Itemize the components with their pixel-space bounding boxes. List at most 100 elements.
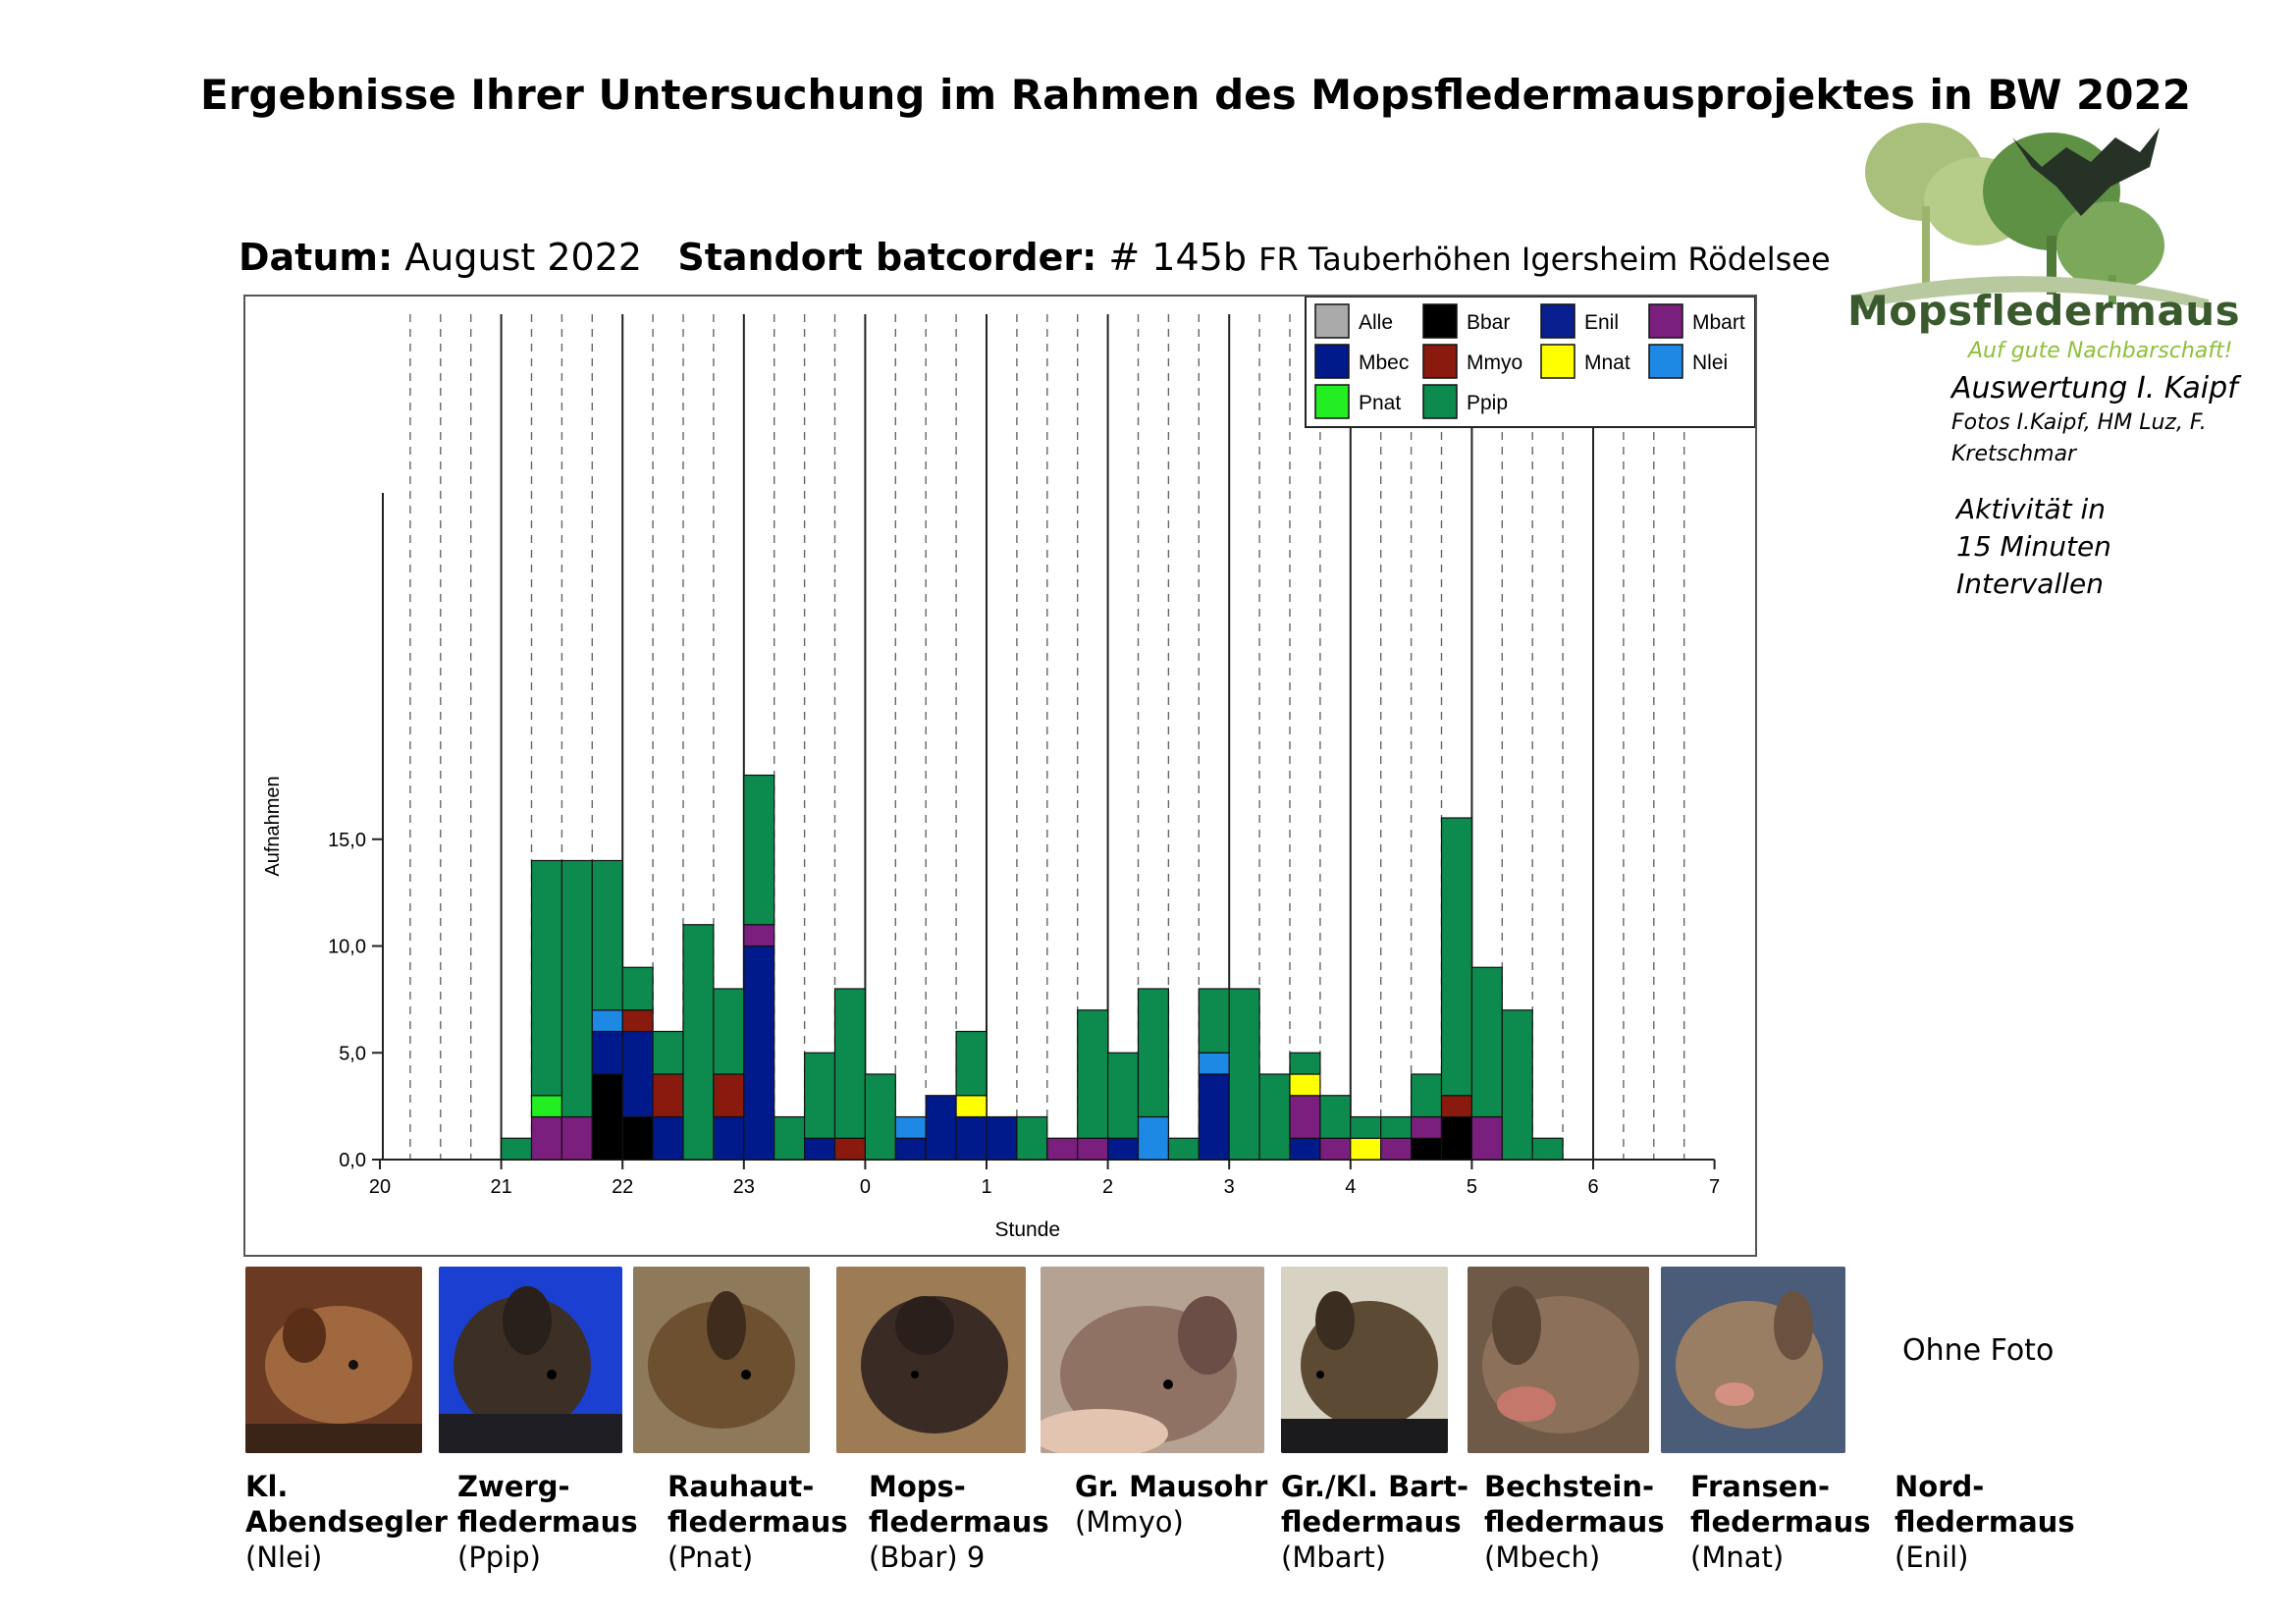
legend-swatch-ppip [1422,384,1458,419]
bar-segment-mbec [1198,1073,1230,1161]
page-title: Ergebnisse Ihrer Untersuchung im Rahmen … [200,71,2191,119]
mopsfledermaus-logo [1855,123,2209,309]
x-tick-label: 22 [612,1176,633,1198]
legend-label: Nlei [1692,352,1728,374]
species-name-line2: fledermaus [869,1505,1049,1539]
species-name-line1: Kl. [245,1470,289,1503]
legend-label: Mbec [1359,352,1409,374]
y-tick-label: 0,0 [339,1150,366,1171]
x-tick-label: 3 [1224,1176,1235,1198]
species-name-line1: Bechstein- [1484,1470,1655,1503]
species-name-line1: Gr./Kl. Bart- [1281,1470,1468,1503]
bar-segment-ppip [1501,1009,1533,1161]
bar-segment-bbar [1410,1137,1443,1161]
bar-segment-mmyo [833,1137,866,1161]
legend-swatch-mmyo [1422,344,1458,379]
photo-mbart [1281,1267,1448,1453]
evaluation-credit: Auswertung I. Kaipf [1951,371,2238,406]
species-name-line1: Gr. Mausohr [1075,1470,1268,1503]
bar-segment-mbart [561,1115,593,1161]
x-tick-label: 0 [860,1176,871,1198]
legend-label: Enil [1584,311,1619,334]
bar-segment-mbart [1319,1137,1352,1161]
species-caption: Nord-fledermaus (Enil) [1895,1469,2075,1575]
legend-swatch-pnat [1314,384,1350,419]
recording-info: Datum: August 2022 Standort batcorder: #… [239,236,1831,279]
bar-segment-nlei [1198,1052,1230,1075]
species-name-line1: Mops- [869,1470,966,1503]
bar-segment-ppip [682,924,715,1161]
datum-label: Datum: [239,236,394,279]
bar-segment-ppip [803,1052,836,1139]
species-name-line1: Nord- [1895,1470,1985,1503]
activity-chart-svg: 0,05,010,015,020 21 22 23 0 1 2 3 4 5 6 7AufnahmenS… [262,297,1755,1241]
bar-segment-bbar [1440,1115,1472,1161]
bar-segment-mbec [743,945,775,1161]
species-code: (Mbech) [1484,1541,1601,1574]
legend-swatch-alle [1314,303,1350,339]
bar-segment-nlei [1137,1115,1169,1161]
species-caption: Fransen-fledermaus (Mnat) [1690,1469,1871,1575]
bar-segment-bbar [621,1115,654,1161]
bar-segment-nlei [894,1115,927,1139]
bar-segment-ppip [652,1030,684,1075]
x-tick-label: 20 [369,1176,391,1198]
bar-segment-mbec [591,1030,623,1075]
bar-segment-mbart [1410,1115,1443,1139]
bar-segment-bbar [591,1073,623,1161]
bar-segment-mbart [1470,1115,1503,1161]
species-code: (Ppip) [457,1541,541,1574]
bar-segment-ppip [955,1030,988,1097]
species-code: (Mmyo) [1075,1505,1184,1539]
bat-silhouette-icon [2012,128,2160,216]
bar-segment-pnat [530,1095,562,1118]
bar-segment-ppip [833,988,866,1139]
bar-segment-ppip [1228,988,1260,1161]
species-caption: Gr. Mausohr (Mmyo) [1075,1469,1267,1540]
bar-segment-ppip [1319,1095,1352,1139]
species-name-line2: fledermaus [1484,1505,1665,1539]
species-caption: Zwerg-fledermaus (Ppip) [457,1469,638,1575]
bar-segment-ppip [1077,1009,1109,1139]
x-tick-label: 2 [1102,1176,1113,1198]
species-code: (Bbar) 9 [869,1541,986,1574]
bar-segment-mnat [1289,1073,1321,1097]
bar-segment-mbart [1380,1137,1413,1161]
x-axis-label: Stunde [995,1218,1061,1241]
bar-segment-ppip [1198,988,1230,1054]
legend-swatch-mbec [1314,344,1350,379]
legend-label: Alle [1359,311,1393,334]
legend-label: Pnat [1359,392,1401,414]
logo-tagline: Auf gute Nachbarschaft! [1968,339,2233,363]
tree-icon [1855,123,2209,309]
bar-segment-mmyo [652,1073,684,1118]
bar-segment-mmyo [621,1009,654,1033]
bar-segment-ppip [1440,817,1472,1097]
standort-value: # 145b [1108,236,1247,279]
x-tick-label: 21 [490,1176,511,1198]
activity-chart: 0,0 5,0 10,0 15,0 20 21 22 23 0 1 2 3 4 5 6 7 Aufnahmen S… [243,295,1757,1257]
photo-mbech [1468,1267,1649,1453]
species-name-line2: fledermaus [1690,1505,1871,1539]
bar-segment-mbec [986,1115,1018,1161]
species-name-line2: fledermaus [457,1505,638,1539]
species-name-line1: Zwerg- [457,1470,570,1503]
bar-segment-mbart [530,1115,562,1161]
bar-segment-mbart [1046,1137,1079,1161]
bar-segment-ppip [1350,1115,1382,1139]
bar-segment-mbec [1106,1137,1140,1161]
bar-segment-mbec [621,1030,654,1118]
standort-detail: FR Tauberhöhen Igersheim Rödelsee [1258,241,1831,278]
bar-segment-ppip [561,859,593,1118]
photo-credit: Fotos I.Kaipf, HM Luz, F. Kretschmar [1951,410,2207,466]
species-caption: Gr./Kl. Bart-fledermaus (Mbart) [1281,1469,1468,1575]
bar-segment-ppip [530,859,562,1097]
bar-segment-mbec [925,1095,957,1161]
species-caption: Bechstein-fledermaus (Mbech) [1484,1469,1665,1575]
legend-swatch-enil [1540,303,1575,339]
bar-segment-mbec [713,1115,745,1161]
species-code: (Nlei) [245,1541,323,1574]
x-tick-label: 6 [1587,1176,1598,1198]
photo-nlei [245,1267,422,1453]
x-tick-label: 1 [981,1176,991,1198]
